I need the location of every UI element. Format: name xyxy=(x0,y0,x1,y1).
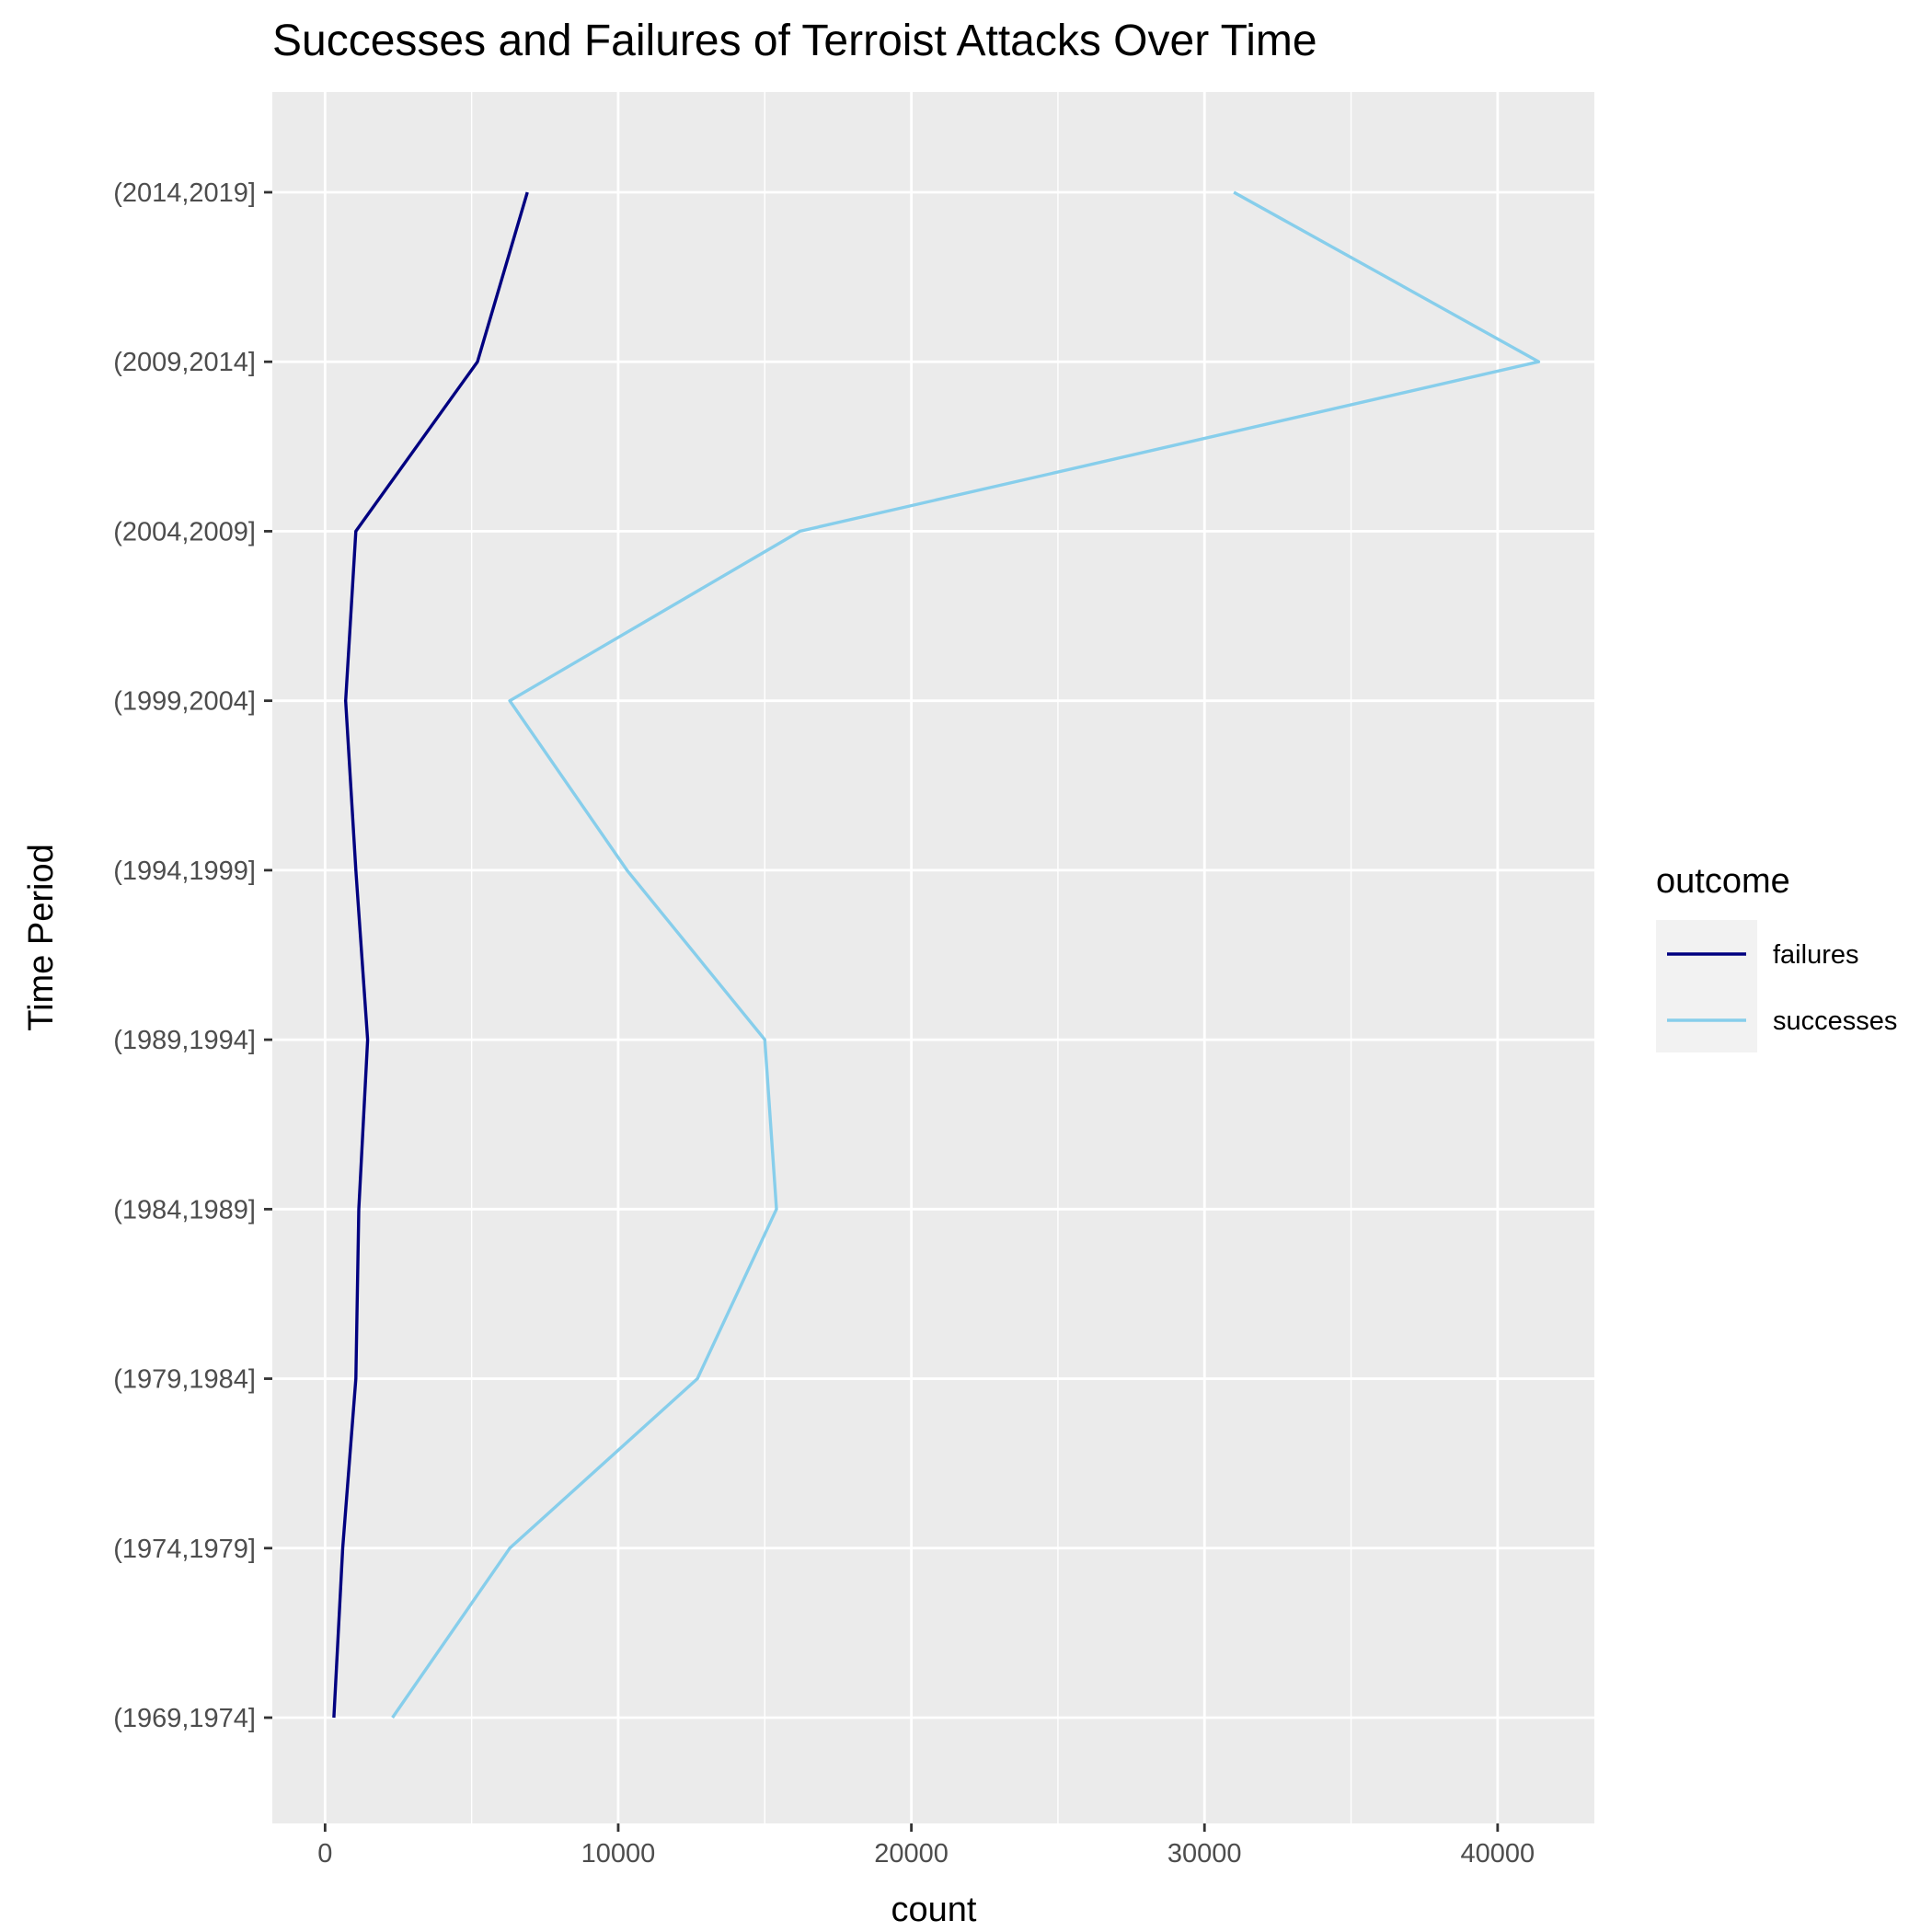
chart-title: Successes and Failures of Terroist Attac… xyxy=(272,17,1317,65)
x-axis-title: count xyxy=(891,1891,977,1929)
y-tick-label: (2009,2014] xyxy=(113,348,256,377)
y-tick-label: (1984,1989] xyxy=(113,1195,256,1225)
x-tick-label: 20000 xyxy=(874,1839,949,1869)
series-line-failures xyxy=(332,191,529,1719)
legend-label-successes: successes xyxy=(1773,1006,1897,1036)
x-tick-label: 30000 xyxy=(1167,1839,1242,1869)
y-tick-label: (1999,2004] xyxy=(113,687,256,717)
legend: outcome failures successes xyxy=(1656,862,1897,1052)
legend-label-failures: failures xyxy=(1773,940,1859,970)
y-tick-label: (1994,1999] xyxy=(113,857,256,886)
y-axis-title: Time Period xyxy=(22,844,61,1030)
y-tick-label: (1974,1979] xyxy=(113,1535,256,1564)
minor-gridlines xyxy=(470,92,1352,1823)
y-tick-label: (2014,2019] xyxy=(113,178,256,208)
series-lines xyxy=(332,190,1541,1719)
y-tick-label: (2004,2009] xyxy=(113,517,256,546)
y-tick-label: (1989,1994] xyxy=(113,1026,256,1055)
x-axis: 0 10000 20000 30000 40000 xyxy=(317,1823,1535,1869)
y-axis: (1969,1974] (1974,1979] (1979,1984] (1984,1… xyxy=(113,178,272,1733)
major-gridlines xyxy=(272,92,1594,1823)
x-tick-label: 10000 xyxy=(581,1839,656,1869)
y-tick-label: (1969,1974] xyxy=(113,1704,256,1733)
x-tick-label: 40000 xyxy=(1461,1839,1535,1869)
series-line-successes xyxy=(391,190,1541,1719)
legend-key-background xyxy=(1656,920,1757,1052)
y-tick-label: (1979,1984] xyxy=(113,1365,256,1395)
plot-panel xyxy=(272,92,1594,1823)
x-tick-label: 0 xyxy=(317,1839,332,1869)
legend-title: outcome xyxy=(1656,862,1790,901)
